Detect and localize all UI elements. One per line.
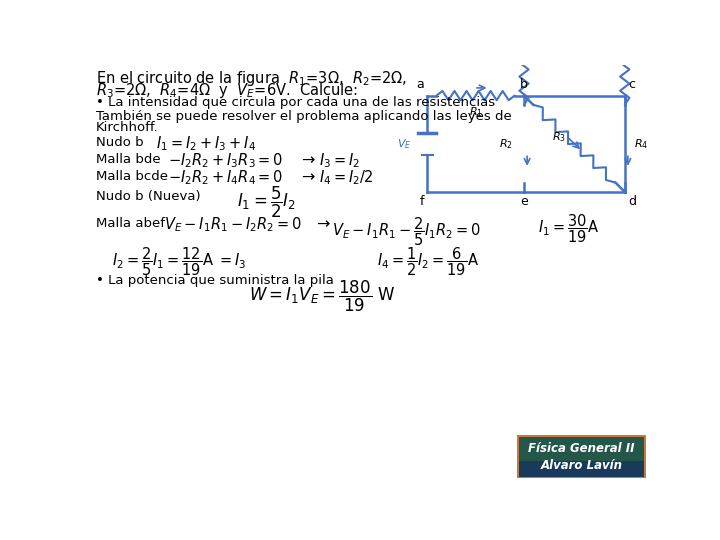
Text: • La intensidad que circula por cada una de las resistencias: • La intensidad que circula por cada una… [96, 96, 495, 110]
FancyBboxPatch shape [518, 437, 644, 461]
Text: $V_E$: $V_E$ [397, 137, 412, 151]
Text: Malla bcde: Malla bcde [96, 170, 168, 183]
FancyBboxPatch shape [517, 435, 646, 478]
Text: f: f [420, 195, 424, 208]
Text: $W = I_1 V_E = \dfrac{180}{19}$ W: $W = I_1 V_E = \dfrac{180}{19}$ W [249, 279, 395, 314]
Text: Nudo b: Nudo b [96, 137, 144, 150]
Text: a: a [416, 78, 424, 91]
Text: d: d [628, 195, 636, 208]
Text: b: b [520, 78, 528, 91]
Text: c: c [628, 78, 635, 91]
Text: Kirchhoff.: Kirchhoff. [96, 121, 159, 134]
Text: Nudo b (Nueva): Nudo b (Nueva) [96, 190, 201, 202]
Text: $\rightarrow$: $\rightarrow$ [297, 168, 315, 183]
Text: $I_4 = I_2/2$: $I_4 = I_2/2$ [319, 168, 374, 187]
Text: Malla abef: Malla abef [96, 217, 165, 230]
Text: $I_2 = \dfrac{2}{5}I_1 = \dfrac{12}{19}$A $= I_3$: $I_2 = \dfrac{2}{5}I_1 = \dfrac{12}{19}$… [112, 246, 246, 278]
Text: $-I_2R_2 + I_4R_4 = 0$: $-I_2R_2 + I_4R_4 = 0$ [168, 168, 283, 187]
Text: $I_1 = I_2 + I_3 + I_4$: $I_1 = I_2 + I_3 + I_4$ [156, 134, 256, 153]
Text: e: e [520, 195, 528, 208]
Text: $-I_2R_2 + I_3R_3 = 0$: $-I_2R_2 + I_3R_3 = 0$ [168, 151, 283, 170]
Text: • La potencia que suministra la pila: • La potencia que suministra la pila [96, 274, 334, 287]
Text: $R_4$: $R_4$ [634, 137, 648, 151]
Text: Alvaro Lavín: Alvaro Lavín [540, 459, 622, 472]
Text: $V_E - I_1R_1 - I_2R_2 = 0$: $V_E - I_1R_1 - I_2R_2 = 0$ [163, 215, 302, 234]
Text: $I_1 = \dfrac{5}{2}I_2$: $I_1 = \dfrac{5}{2}I_2$ [238, 185, 296, 220]
Text: $I_4 = \dfrac{1}{2}I_2 = \dfrac{6}{19}$A: $I_4 = \dfrac{1}{2}I_2 = \dfrac{6}{19}$A [377, 246, 479, 278]
Text: También se puede resolver el problema aplicando las leyes de: También se puede resolver el problema ap… [96, 110, 512, 123]
Text: Malla bde: Malla bde [96, 153, 161, 166]
Text: En el circuito de la figura  $R_1$=3Ω,  $R_2$=2Ω,: En el circuito de la figura $R_1$=3Ω, $R… [96, 70, 408, 89]
Text: Física General II: Física General II [528, 442, 634, 455]
Text: $\rightarrow$: $\rightarrow$ [313, 215, 331, 230]
Text: $I_3 = I_2$: $I_3 = I_2$ [319, 151, 359, 170]
Text: $V_E - I_1R_1 - \dfrac{2}{5}I_1R_2 = 0$: $V_E - I_1R_1 - \dfrac{2}{5}I_1R_2 = 0$ [332, 215, 481, 247]
Text: $I_1 = \dfrac{30}{19}$A: $I_1 = \dfrac{30}{19}$A [538, 213, 600, 245]
Text: $\rightarrow$: $\rightarrow$ [297, 151, 315, 166]
Text: $R_3$: $R_3$ [552, 131, 566, 145]
Text: $R_1$: $R_1$ [469, 105, 482, 119]
Text: $R_2$: $R_2$ [499, 137, 513, 151]
FancyBboxPatch shape [518, 437, 644, 477]
Text: $R_3$=2Ω,  $R_4$=4Ω  y  $V_E$=6V.  Calcule:: $R_3$=2Ω, $R_4$=4Ω y $V_E$=6V. Calcule: [96, 81, 359, 100]
